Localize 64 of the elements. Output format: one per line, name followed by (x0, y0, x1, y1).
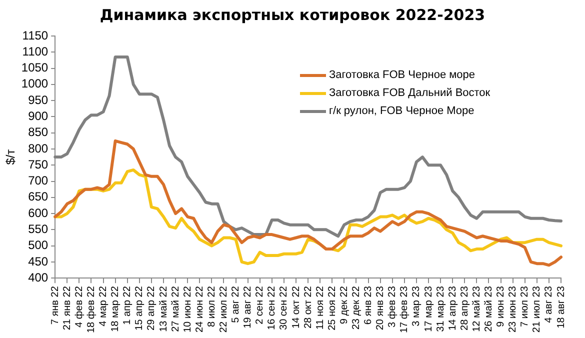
y-tick-label: 700 (28, 174, 48, 188)
x-tick-label: 23 дек 22 (350, 286, 362, 330)
x-tick-label: 20 янв 23 (375, 286, 386, 330)
x-tick-label: 28 окт 22 (302, 286, 314, 329)
y-tick-label: 800 (28, 141, 48, 156)
x-tick-label: 25 ноя 22 (326, 286, 338, 330)
y-tick-label: 750 (28, 157, 48, 172)
x-tick-label: 4 авг 23 (544, 286, 555, 323)
x-tick-label: 17 фев 23 (399, 286, 410, 333)
x-tick-label: 3 фев 23 (387, 286, 398, 328)
x-tick-label: 29 апр 22 (146, 286, 158, 330)
x-tick-label: 3 мар 23 (411, 286, 422, 326)
x-tick-label: 31 мар 23 (435, 286, 446, 332)
x-tick-label: 14 апр 23 (447, 286, 458, 330)
y-axis-title: $/т (4, 148, 18, 165)
x-tick-label: 8 июл 22 (206, 286, 218, 328)
x-tick-label: 24 июн 22 (194, 286, 206, 333)
x-tick-label: 30 сен 22 (278, 286, 290, 330)
x-tick-label: 6 янв 23 (363, 286, 374, 325)
y-tick-label: 1150 (22, 28, 48, 42)
x-tick-label: 27 май 22 (170, 286, 182, 332)
x-tick-label: 15 апр 22 (134, 286, 146, 330)
y-tick-label: 450 (28, 254, 48, 268)
y-tick-label: 1100 (22, 44, 48, 58)
x-tick-label: 4 фев 22 (74, 286, 85, 328)
x-tick-label: 5 авг 22 (230, 286, 242, 323)
y-tick-label: 1000 (21, 76, 48, 91)
x-tick-label: 4 мар 22 (98, 286, 110, 326)
y-tick-label: 550 (28, 222, 48, 236)
x-tick-label: 18 авг 23 (556, 286, 567, 328)
x-tick-label: 9 июн 23 (496, 286, 507, 327)
x-tick-label: 7 июл 23 (520, 286, 531, 328)
x-tick-label: 26 май 23 (483, 286, 494, 332)
chart-title: Динамика экспортных котировок 2022-2023 (98, 6, 486, 24)
x-tick-label: 7 янв 22 (50, 286, 61, 325)
x-tick-label: 28 апр 23 (459, 286, 470, 330)
y-tick-label: 600 (28, 206, 48, 220)
x-tick-label: 16 сен 22 (266, 286, 278, 330)
x-tick-label: 10 июн 22 (182, 286, 194, 333)
x-tick-label: 11 ноя 22 (314, 286, 326, 330)
x-tick-label: 23 июн 23 (508, 286, 519, 333)
legend-label: г/к рулон, FOB Черное Море (329, 105, 474, 117)
y-tick-label: 1050 (21, 60, 48, 75)
x-tick-label: 17 мар 23 (423, 286, 434, 332)
x-tick-label: 19 авг 22 (242, 286, 254, 328)
x-tick-label: 22 июл 22 (218, 286, 230, 333)
y-tick-label: 850 (28, 125, 48, 140)
x-tick-label: 9 дек 22 (338, 286, 350, 324)
y-tick-label: 400 (28, 270, 48, 284)
legend-label: Заготовка FOB Черное море (329, 69, 476, 81)
x-tick-label: 1 апр 22 (122, 286, 134, 325)
x-tick-label: 18 фев 22 (86, 286, 97, 333)
x-tick-label: 13 май 22 (158, 286, 170, 332)
y-tick-label: 950 (28, 92, 48, 107)
x-tick-label: 14 окт 22 (290, 286, 302, 329)
y-tick-label: 900 (28, 109, 48, 124)
x-tick-label: 2 сен 22 (254, 286, 266, 324)
x-tick-label: 12 май 23 (471, 286, 482, 332)
legend-label: Заготовка FOB Дальний Восток (329, 87, 490, 99)
y-tick-label: 500 (28, 238, 48, 252)
x-tick-label: 21 янв 22 (62, 286, 73, 330)
y-tick-label: 650 (28, 190, 48, 204)
x-tick-label: 18 мар 22 (110, 286, 122, 332)
x-tick-label: 21 июл 23 (532, 286, 543, 333)
